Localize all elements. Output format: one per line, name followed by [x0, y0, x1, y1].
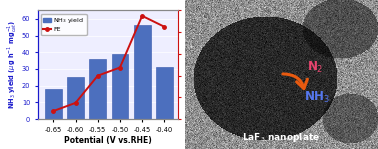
- Y-axis label: FE (%): FE (%): [197, 51, 206, 79]
- Text: NH$_3$: NH$_3$: [304, 89, 330, 105]
- Legend: NH$_3$ yield, FE: NH$_3$ yield, FE: [41, 14, 87, 35]
- Bar: [67, 77, 84, 119]
- Bar: [89, 59, 106, 119]
- Bar: [134, 25, 150, 119]
- Bar: [45, 89, 62, 119]
- FancyArrowPatch shape: [283, 74, 307, 89]
- Text: LaF$_3$ nanoplate: LaF$_3$ nanoplate: [242, 131, 320, 143]
- Bar: [156, 67, 173, 119]
- X-axis label: Potential (V vs.RHE): Potential (V vs.RHE): [64, 136, 152, 145]
- Y-axis label: NH$_3$ yield ($\mu$g h$^{-1}$ mg$^{-1}_{cat}$): NH$_3$ yield ($\mu$g h$^{-1}$ mg$^{-1}_{…: [5, 20, 19, 109]
- Text: N$_2$: N$_2$: [307, 59, 324, 74]
- Bar: [112, 54, 129, 119]
